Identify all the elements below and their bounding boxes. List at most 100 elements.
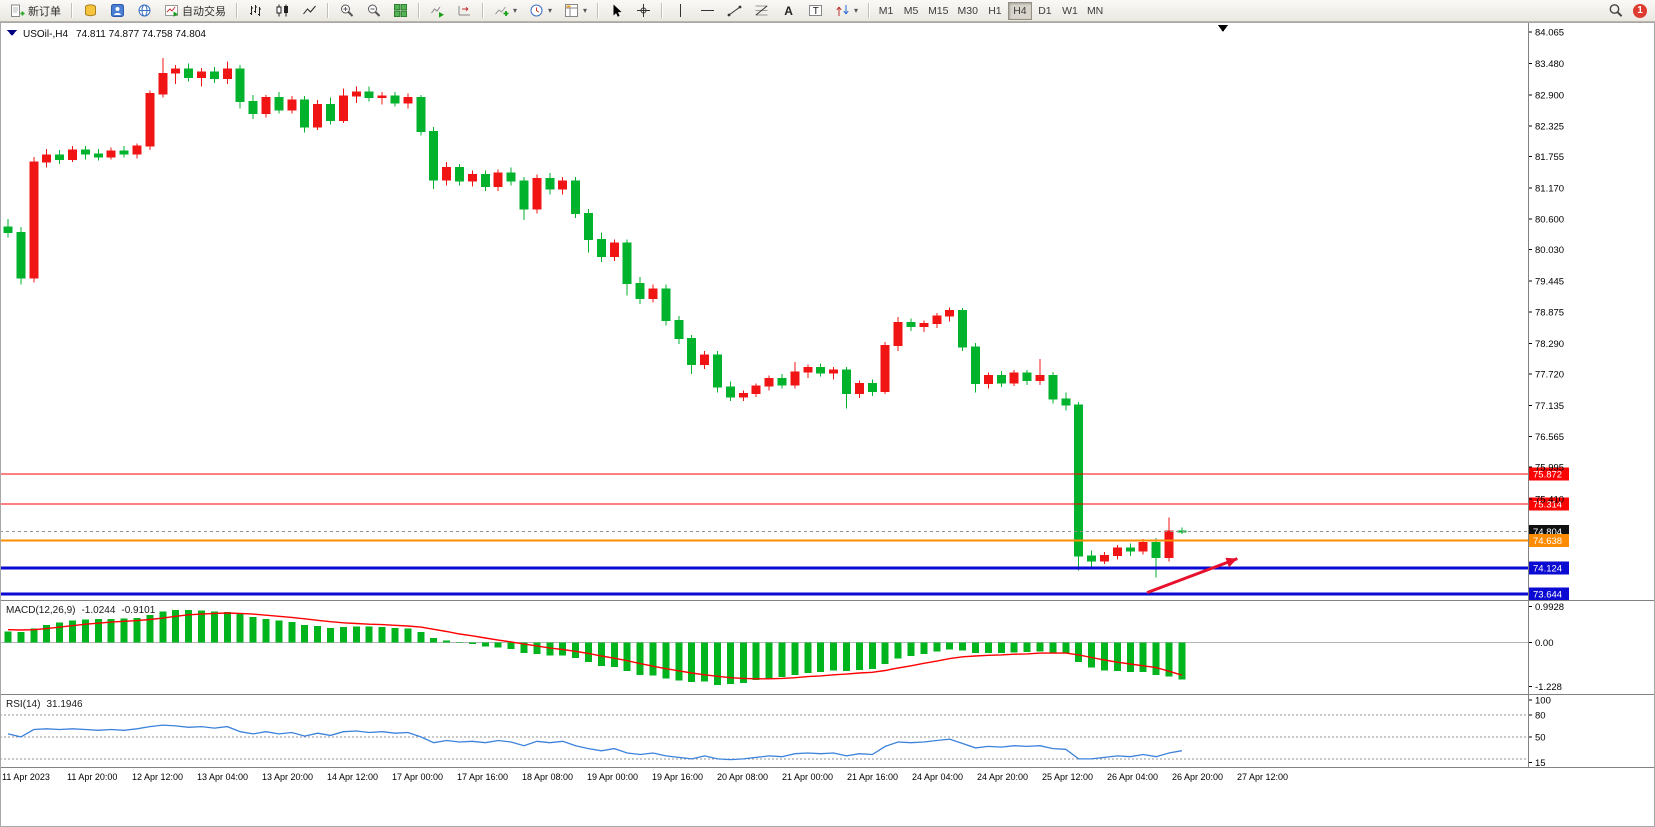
price-tick-label: 75.995 — [1535, 463, 1564, 474]
timeframe-button-h1[interactable]: H1 — [988, 4, 1002, 17]
candle — [132, 143, 142, 159]
candle — [506, 167, 516, 186]
candle — [906, 318, 916, 331]
fibonacci-button[interactable] — [748, 1, 774, 20]
timeframe-button-w1[interactable]: W1 — [1062, 4, 1078, 17]
candle — [971, 342, 980, 393]
indicators-button[interactable]: ▾ — [488, 1, 522, 20]
chart-shift-marker[interactable] — [1218, 25, 1228, 32]
new-order-icon — [9, 3, 25, 19]
cursor-button[interactable] — [603, 1, 629, 20]
timeframe-button-m5[interactable]: M5 — [903, 4, 919, 17]
new-order-label: 新订单 — [28, 5, 61, 18]
candle — [1048, 372, 1058, 404]
templates-button[interactable]: ▾ — [558, 1, 592, 20]
candle — [338, 88, 348, 123]
price-axis[interactable]: 84.065 83.480 82.900 82.325 81.755 81.170 80.6… — [1528, 28, 1564, 770]
vertical-line-button[interactable] — [667, 1, 693, 20]
candle — [442, 162, 452, 186]
globe-icon — [136, 3, 152, 19]
macd-name: MACD(12,26,9) — [6, 605, 75, 616]
candle — [184, 63, 194, 82]
candle — [545, 173, 555, 195]
cursor-icon — [608, 3, 624, 19]
annotations[interactable] — [1146, 557, 1238, 595]
support-button[interactable] — [104, 1, 130, 20]
horizontal-line-button[interactable] — [694, 1, 720, 20]
candle — [983, 372, 993, 389]
candle — [725, 381, 735, 402]
auto-scroll-icon — [429, 3, 445, 19]
resistance-line-1[interactable]: 75.872 — [0, 467, 1569, 481]
tile-windows-button[interactable] — [387, 1, 413, 20]
candle — [106, 147, 116, 160]
price-line-label: 74.804 — [1533, 527, 1562, 538]
support-line-orange[interactable]: 74.638 — [0, 533, 1569, 547]
price-line-label-box — [1529, 467, 1569, 481]
community-button[interactable] — [131, 1, 157, 20]
crosshair-button[interactable] — [630, 1, 656, 20]
periods-button[interactable]: ▾ — [523, 1, 557, 20]
price-tick-label: 80.030 — [1535, 245, 1564, 256]
candle — [571, 176, 581, 218]
candle — [764, 375, 774, 391]
candle — [55, 149, 65, 164]
zoom-out-button[interactable] — [360, 1, 386, 20]
price-line-label: 74.638 — [1533, 536, 1562, 547]
macd-tick-label: -1.228 — [1535, 682, 1562, 693]
autotrading-button[interactable]: 自动交易 — [158, 1, 231, 20]
chart-background — [0, 22, 1655, 827]
chart-shift-button[interactable] — [451, 1, 477, 20]
label-button[interactable]: T — [802, 1, 828, 20]
bars-chart-icon — [247, 3, 263, 19]
symbol-header: USOil-,H4 74.811 74.877 74.758 74.804 — [23, 29, 206, 40]
time-label: 24 Apr 04:00 — [912, 772, 963, 782]
price-tick-label: 82.325 — [1535, 121, 1564, 132]
time-label: 11 Apr 2023 — [2, 772, 50, 782]
timeframe-button-h4[interactable]: H4 — [1007, 1, 1032, 20]
price-line-label-box — [1529, 561, 1569, 575]
new-order-button[interactable]: 新订单 — [4, 1, 66, 20]
toolbar-separator — [236, 3, 237, 18]
price-tick-label: 77.720 — [1535, 370, 1564, 381]
auto-scroll-button[interactable] — [424, 1, 450, 20]
trend-arrow[interactable] — [1146, 557, 1238, 595]
support-line-blue-2[interactable]: 73.644 — [0, 587, 1569, 601]
price-line-label: 75.314 — [1533, 499, 1562, 510]
candle — [609, 239, 619, 261]
toolbar-separator — [597, 3, 599, 18]
candles-chart-button[interactable] — [269, 1, 295, 20]
timeframe-button-m15[interactable]: M15 — [928, 4, 949, 17]
bars-chart-button[interactable] — [242, 1, 268, 20]
fibonacci-icon — [753, 3, 769, 19]
support-line-blue-1[interactable]: 74.124 — [0, 561, 1569, 575]
time-label: 18 Apr 08:00 — [522, 772, 573, 782]
timeframe-button-mn[interactable]: MN — [1086, 4, 1104, 17]
timeframe-button-m30[interactable]: M30 — [957, 4, 978, 17]
price-tick-label: 76.565 — [1535, 432, 1564, 443]
candle — [403, 93, 413, 109]
candle — [455, 163, 464, 186]
rsi-line — [7, 724, 1183, 761]
arrows-button[interactable]: ▾ — [829, 1, 863, 20]
notification-badge[interactable]: 1 — [1633, 3, 1647, 18]
timeframe-button-m1[interactable]: M1 — [878, 4, 894, 17]
deposit-button[interactable] — [77, 1, 103, 20]
candle — [867, 379, 877, 396]
search-button[interactable] — [1602, 1, 1628, 20]
resistance-line-2[interactable]: 75.314 — [0, 497, 1569, 511]
candle — [16, 227, 26, 285]
trendline-button[interactable] — [721, 1, 747, 20]
toolbar-separator — [327, 3, 328, 18]
svg-text:T: T — [812, 6, 818, 17]
line-chart-button[interactable] — [296, 1, 322, 20]
timeframe-button-d1[interactable]: D1 — [1038, 4, 1052, 17]
text-button[interactable]: A — [775, 1, 801, 20]
one-click-trading-toggle[interactable] — [7, 30, 17, 36]
candle — [919, 320, 929, 333]
zoom-in-button[interactable] — [333, 1, 359, 20]
candle — [622, 239, 632, 296]
time-axis[interactable]: 11 Apr 2023 11 Apr 20:00 12 Apr 12:00 13 Ap… — [2, 772, 1288, 782]
